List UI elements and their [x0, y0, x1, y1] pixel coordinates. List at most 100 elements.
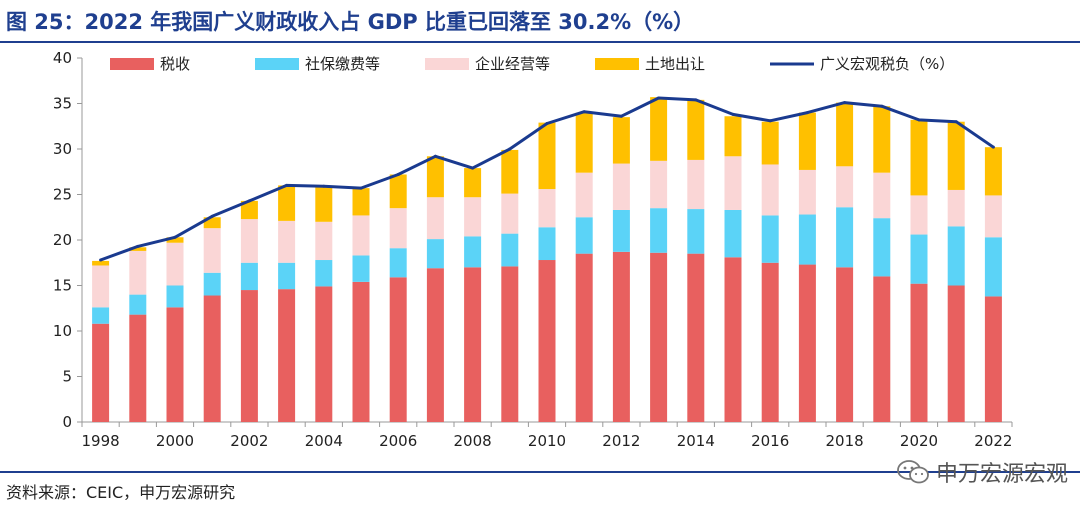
tax-burden-point — [471, 166, 475, 170]
bar-segment-0 — [650, 252, 668, 422]
bar-segment-0 — [278, 289, 296, 422]
y-tick-label: 35 — [53, 95, 72, 113]
source-note: 资料来源：CEIC，申万宏源研究 — [6, 483, 236, 502]
bar-segment-2 — [92, 265, 110, 308]
tax-burden-point — [396, 172, 400, 176]
y-tick-label: 40 — [53, 49, 72, 67]
bar-segment-1 — [761, 215, 779, 263]
bar-segment-3 — [464, 168, 482, 198]
bar-segment-2 — [836, 166, 854, 208]
bar-segment-0 — [836, 267, 854, 422]
y-tick-label: 15 — [53, 277, 72, 295]
bar-segment-0 — [687, 253, 705, 422]
x-tick-label: 2004 — [305, 432, 343, 450]
bar-segment-3 — [761, 121, 779, 165]
bar-segment-3 — [910, 119, 928, 196]
bar-segment-0 — [873, 276, 891, 422]
watermark: 申万宏源宏观 — [896, 456, 1068, 488]
bar-segment-0 — [203, 295, 221, 422]
bar-segment-1 — [92, 307, 110, 324]
bar-segment-1 — [129, 294, 147, 315]
bar-segment-0 — [315, 286, 333, 422]
tax-burden-point — [582, 110, 586, 114]
bar-segment-0 — [761, 262, 779, 422]
bar-segment-3 — [203, 217, 221, 229]
x-tick-label: 2002 — [230, 432, 268, 450]
bar-segment-2 — [798, 169, 816, 215]
bar-segment-3 — [984, 147, 1002, 196]
bar-segment-1 — [240, 262, 258, 291]
legend-label: 税收 — [160, 55, 190, 73]
tax-burden-point — [359, 186, 363, 190]
bar-segment-1 — [315, 260, 333, 287]
bar-segment-0 — [240, 290, 258, 422]
tax-burden-point — [322, 184, 326, 188]
bar-segment-2 — [575, 172, 593, 218]
x-tick-label: 2000 — [156, 432, 194, 450]
bar-segment-1 — [166, 285, 184, 308]
x-tick-label: 2012 — [602, 432, 640, 450]
y-tick-label: 30 — [53, 140, 72, 158]
bar-segment-2 — [129, 250, 147, 295]
legend-label: 企业经营等 — [475, 55, 550, 73]
y-tick-label: 25 — [53, 186, 72, 204]
x-tick-label: 1998 — [82, 432, 120, 450]
tax-burden-point — [173, 235, 177, 239]
bar-segment-2 — [501, 193, 519, 234]
bar-segment-0 — [166, 307, 184, 422]
bar-segment-1 — [910, 234, 928, 284]
bar-segment-3 — [278, 185, 296, 221]
x-tick-label: 2022 — [974, 432, 1012, 450]
bar-segment-0 — [464, 267, 482, 422]
legend-label: 土地出让 — [645, 55, 705, 73]
stacked-bar-line-chart: 0 5 10 15 20 25 30 35 40 1998 2000 2002 2004 2006 2008… — [53, 49, 1013, 450]
bar-segment-1 — [836, 207, 854, 268]
bar-segment-2 — [166, 242, 184, 286]
bar-segment-0 — [352, 281, 370, 422]
bar-segment-3 — [612, 117, 630, 164]
bar-segment-1 — [873, 218, 891, 277]
tax-burden-point — [508, 147, 512, 151]
bar-segment-0 — [426, 268, 444, 422]
bar-segment-3 — [724, 116, 742, 157]
bar-segment-1 — [612, 209, 630, 252]
bar-segment-1 — [501, 233, 519, 267]
bar-segment-0 — [501, 266, 519, 422]
y-tick-label: 5 — [62, 368, 72, 386]
x-tick-label: 2016 — [751, 432, 789, 450]
bar-segment-1 — [798, 214, 816, 265]
tax-burden-point — [917, 118, 921, 122]
bar-segment-1 — [352, 255, 370, 282]
bar-segment-2 — [761, 164, 779, 216]
bar-segment-1 — [984, 237, 1002, 297]
legend-swatch — [425, 58, 469, 70]
bar-segment-0 — [724, 257, 742, 422]
bar-segment-2 — [426, 197, 444, 240]
bar-segment-0 — [92, 323, 110, 422]
tax-burden-point — [247, 199, 251, 203]
bar-segment-3 — [538, 122, 556, 190]
tax-burden-point — [768, 119, 772, 123]
bar-segment-1 — [724, 209, 742, 258]
legend-swatch — [595, 58, 639, 70]
bar-segment-0 — [984, 296, 1002, 422]
x-tick-label: 2014 — [677, 432, 715, 450]
legend-label: 社保缴费等 — [305, 55, 380, 73]
bar-segment-2 — [203, 228, 221, 273]
title-divider — [0, 41, 1080, 43]
bar-segment-0 — [129, 314, 147, 422]
x-tick-label: 2018 — [826, 432, 864, 450]
tax-burden-point — [210, 214, 214, 218]
bar-segment-3 — [315, 186, 333, 222]
x-tick-label: 2020 — [900, 432, 938, 450]
bar-segment-3 — [92, 260, 110, 266]
tax-burden-point — [657, 96, 661, 100]
bar-segment-2 — [984, 195, 1002, 238]
bar-segment-1 — [426, 239, 444, 269]
tax-burden-point — [694, 98, 698, 102]
bar-segment-2 — [464, 197, 482, 237]
bar-segment-1 — [687, 209, 705, 254]
y-tick-label: 0 — [62, 413, 72, 431]
bar-segment-0 — [612, 251, 630, 422]
y-tick-label: 20 — [53, 231, 72, 249]
